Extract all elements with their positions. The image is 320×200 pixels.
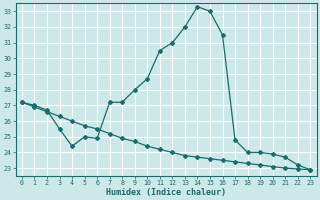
- X-axis label: Humidex (Indice chaleur): Humidex (Indice chaleur): [106, 188, 226, 197]
